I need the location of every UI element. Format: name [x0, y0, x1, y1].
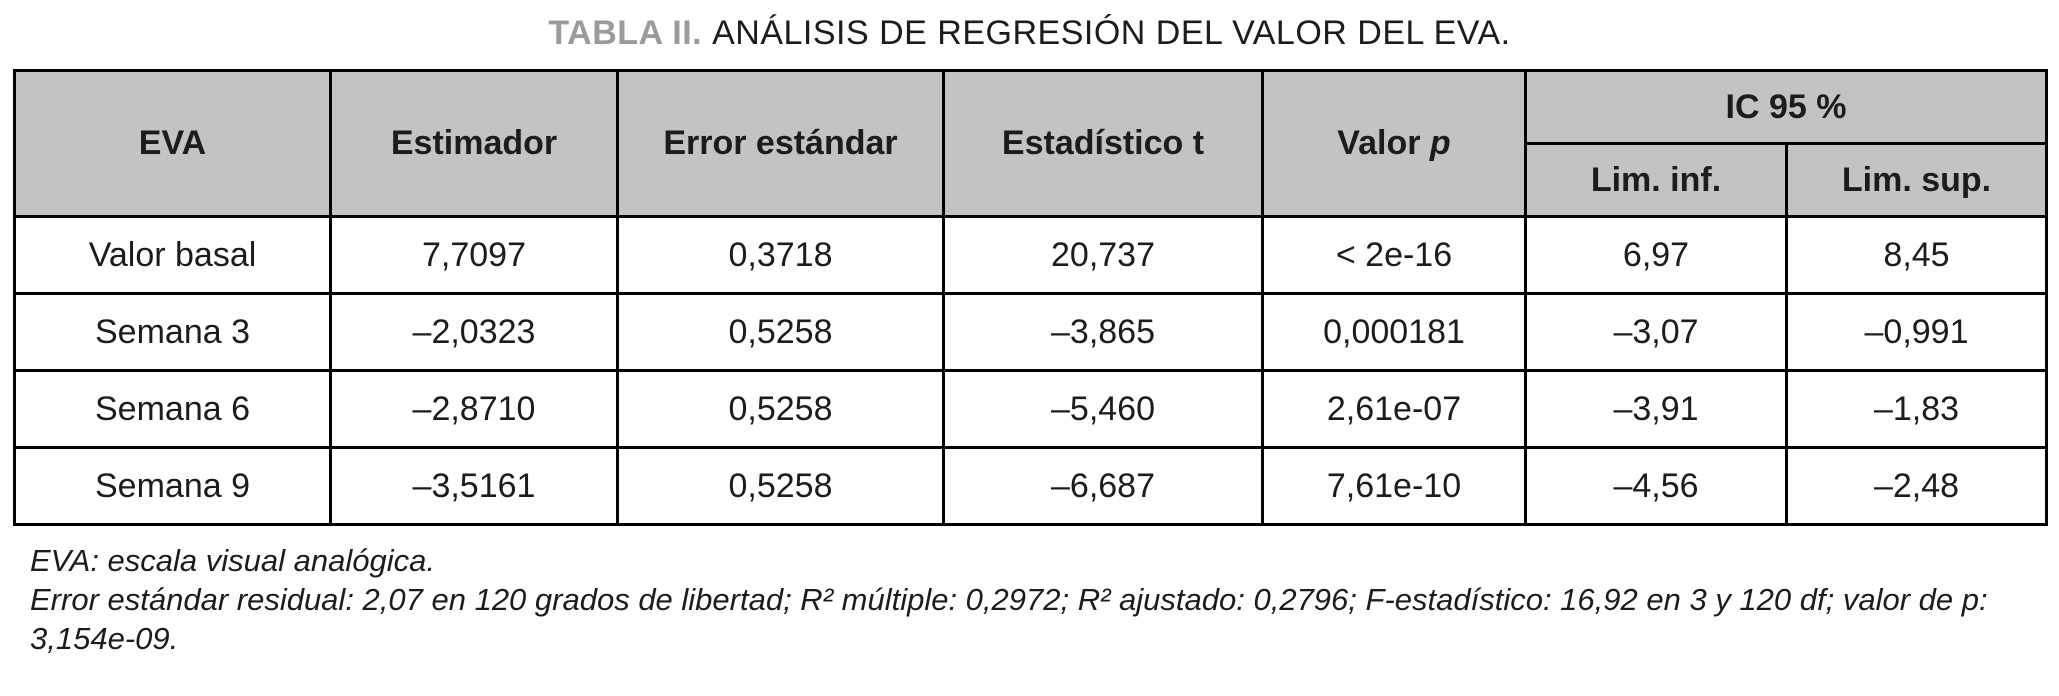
table-row: Semana 3 –2,0323 0,5258 –3,865 0,000181 … [13, 292, 2049, 372]
cell-lim-inf: –4,56 [1524, 446, 1788, 526]
header-valor-label: Valor [1337, 124, 1421, 162]
cell-error: 0,5258 [616, 369, 945, 449]
cell-lim-sup: –0,991 [1784, 292, 2049, 372]
table-footnotes: EVA: escala visual analógica. Error está… [13, 541, 2046, 658]
regression-table: EVA Estimador Error estándar Estadístico… [13, 69, 2049, 526]
header-cell-eva: EVA [13, 69, 332, 218]
cell-lim-inf: –3,07 [1524, 292, 1788, 372]
cell-eva: Semana 3 [13, 292, 332, 372]
cell-lim-sup: 8,45 [1784, 215, 2049, 295]
cell-t: –3,865 [942, 292, 1264, 372]
header-cell-ic95: IC 95 % [1523, 69, 2049, 145]
cell-t: –6,687 [942, 446, 1264, 526]
cell-p: 2,61e-07 [1261, 369, 1527, 449]
cell-lim-sup: –2,48 [1784, 446, 2049, 526]
header-row-1: EVA Estimador Error estándar Estadístico… [13, 69, 2049, 218]
cell-estimador: 7,7097 [329, 215, 619, 295]
header-p-label: p [1429, 124, 1451, 162]
cell-eva: Valor basal [13, 215, 332, 295]
cell-p: 0,000181 [1261, 292, 1527, 372]
table-row: Semana 6 –2,8710 0,5258 –5,460 2,61e-07 … [13, 369, 2049, 449]
table-body: Valor basal 7,7097 0,3718 20,737 < 2e-16… [13, 215, 2049, 526]
header-row-2: Lim. inf. Lim. sup. [15, 142, 2049, 218]
cell-eva: Semana 9 [13, 446, 332, 526]
table-title-label: TABLA II. [548, 14, 703, 52]
cell-t: –5,460 [942, 369, 1264, 449]
page: TABLA II. ANÁLISIS DE REGRESIÓN DEL VALOR… [13, 14, 2049, 658]
cell-eva: Semana 6 [13, 369, 332, 449]
cell-error: 0,3718 [616, 215, 945, 295]
cell-estimador: –3,5161 [329, 446, 619, 526]
cell-p: < 2e-16 [1261, 215, 1527, 295]
table-title-text: ANÁLISIS DE REGRESIÓN DEL VALOR DEL EVA. [712, 14, 1511, 52]
header-cell-lim-inf: Lim. inf. [1524, 142, 1788, 218]
cell-estimador: –2,0323 [329, 292, 619, 372]
header-cell-error-estandar: Error estándar [616, 69, 945, 218]
header-cell-estimador: Estimador [329, 69, 619, 218]
cell-error: 0,5258 [616, 446, 945, 526]
cell-t: 20,737 [942, 215, 1264, 295]
header-cell-lim-sup: Lim. sup. [1784, 142, 2049, 218]
table-header: EVA Estimador Error estándar Estadístico… [13, 69, 2049, 218]
cell-p: 7,61e-10 [1261, 446, 1527, 526]
table-row: Semana 9 –3,5161 0,5258 –6,687 7,61e-10 … [13, 446, 2049, 526]
cell-lim-inf: 6,97 [1524, 215, 1788, 295]
cell-error: 0,5258 [616, 292, 945, 372]
header-cell-valor-p: Valor p [1261, 69, 1527, 218]
cell-lim-sup: –1,83 [1784, 369, 2049, 449]
table-row: Valor basal 7,7097 0,3718 20,737 < 2e-16… [13, 215, 2049, 295]
cell-estimador: –2,8710 [329, 369, 619, 449]
header-cell-estadistico-t: Estadístico t [942, 69, 1264, 218]
footnote-statistics: Error estándar residual: 2,07 en 120 gra… [30, 582, 1988, 657]
table-title: TABLA II. ANÁLISIS DE REGRESIÓN DEL VALOR… [13, 14, 2046, 53]
cell-lim-inf: –3,91 [1524, 369, 1788, 449]
footnote-abbreviation: EVA: escala visual analógica. [30, 543, 435, 578]
